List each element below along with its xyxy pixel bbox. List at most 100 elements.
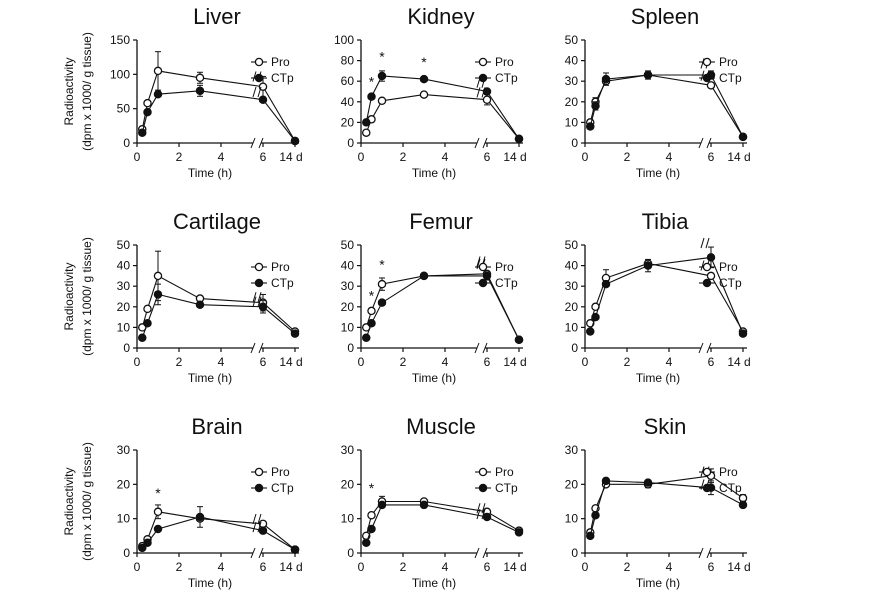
data-point-pro	[377, 279, 387, 289]
y-tick-label: 0	[123, 341, 130, 355]
series-line-pro	[141, 70, 296, 142]
y-tick-label: 40	[341, 259, 355, 273]
panel-title: Liver	[193, 4, 241, 29]
panel-title: Spleen	[631, 4, 700, 29]
series-break-mark	[252, 513, 262, 525]
legend-marker-pro	[254, 262, 264, 272]
x-tick-label: 14 d	[727, 150, 750, 164]
y-tick-label: 40	[565, 259, 579, 273]
data-point-ctp	[377, 500, 387, 510]
x-tick-label: 4	[442, 355, 449, 369]
data-point-ctp	[591, 101, 600, 111]
x-axis-label: Time (h)	[188, 371, 232, 385]
x-tick-label: 6	[708, 355, 715, 369]
x-tick-label: 14 d	[279, 560, 302, 574]
x-axis-label: Time (h)	[636, 166, 680, 180]
significance-star: *	[379, 257, 385, 273]
data-point-ctp	[367, 319, 376, 328]
x-tick-label: 2	[400, 560, 407, 574]
data-point-ctp	[137, 333, 147, 342]
data-point-pro	[153, 271, 163, 281]
legend-label-pro: Pro	[271, 465, 290, 479]
x-tick-label: 2	[400, 355, 407, 369]
x-tick-label: 14 d	[503, 560, 526, 574]
x-tick-label: 14 d	[279, 150, 302, 164]
legend-label-pro: Pro	[271, 260, 290, 274]
panel-femur: Femur 0 10 20 30 40 50 0 2 4 6 14 d Time (h) ** Pro CTp	[341, 209, 527, 385]
data-point-ctp	[586, 327, 595, 336]
series-line-ctp	[365, 75, 520, 140]
series-break-mark	[476, 508, 486, 520]
series-break-mark	[252, 296, 262, 307]
x-tick-label: 14 d	[727, 355, 750, 369]
x-axis-label: Time (h)	[412, 371, 456, 385]
data-point-ctp	[361, 538, 371, 547]
data-point-ctp	[514, 528, 524, 537]
panel-skin: Skin 0 10 20 30 0 2 4 6 14 d Time (h) Pro CTp	[565, 414, 751, 590]
x-tick-label: 6	[708, 560, 715, 574]
x-tick-label: 6	[484, 560, 491, 574]
data-point-ctp	[482, 271, 492, 281]
y-axis-label-line1: Radioactivity	[62, 467, 76, 535]
x-tick-label: 4	[218, 355, 225, 369]
legend-label-pro: Pro	[719, 465, 738, 479]
data-point-ctp	[738, 500, 748, 510]
x-axis-label: Time (h)	[188, 576, 232, 590]
data-point-ctp	[195, 300, 205, 309]
panel-title: Skin	[644, 414, 687, 439]
x-tick-label: 0	[358, 560, 365, 574]
legend-marker-ctp	[702, 73, 712, 83]
y-tick-label: 80	[341, 54, 355, 68]
legend-marker-pro	[254, 57, 264, 67]
y-tick-label: 50	[565, 33, 579, 47]
y-tick-label: 60	[341, 74, 355, 88]
axis-break-mark	[698, 342, 712, 354]
data-point-ctp	[601, 74, 611, 84]
x-tick-label: 4	[442, 150, 449, 164]
data-point-ctp	[514, 335, 524, 345]
y-tick-label: 50	[117, 238, 131, 252]
x-tick-label: 0	[582, 150, 589, 164]
data-point-pro	[482, 95, 492, 104]
y-tick-label: 10	[565, 512, 579, 526]
y-axis-label-line2: (dpm x 1000/ g tissue)	[80, 237, 94, 356]
axis-break-mark	[250, 547, 264, 559]
data-point-ctp	[153, 524, 163, 534]
x-tick-label: 2	[624, 560, 631, 574]
data-point-ctp	[377, 298, 387, 307]
series-break-mark	[252, 86, 262, 98]
data-point-pro	[143, 304, 152, 314]
x-tick-label: 0	[134, 560, 141, 574]
y-tick-label: 0	[347, 136, 354, 150]
axis-break-mark	[250, 137, 264, 149]
y-tick-label: 0	[347, 546, 354, 560]
significance-star: *	[369, 480, 375, 496]
x-axis-label: Time (h)	[636, 576, 680, 590]
data-point-ctp	[367, 524, 376, 534]
y-tick-label: 20	[341, 115, 355, 129]
legend-marker-ctp	[478, 278, 488, 288]
x-tick-label: 6	[260, 150, 267, 164]
legend-label-pro: Pro	[495, 55, 514, 69]
data-point-ctp	[143, 107, 152, 117]
data-point-ctp	[137, 128, 147, 137]
y-tick-label: 0	[347, 341, 354, 355]
x-tick-label: 4	[666, 355, 673, 369]
legend-label-ctp: CTp	[495, 71, 518, 85]
legend-marker-ctp	[254, 73, 264, 83]
data-point-ctp	[643, 478, 653, 487]
series-break-mark	[252, 521, 262, 533]
data-point-ctp	[137, 543, 147, 553]
y-tick-label: 20	[565, 95, 579, 109]
data-point-pro	[367, 306, 376, 316]
x-tick-label: 2	[176, 355, 183, 369]
y-tick-label: 10	[341, 320, 355, 334]
x-tick-label: 4	[666, 150, 673, 164]
data-point-ctp	[258, 302, 268, 312]
panel-title: Muscle	[406, 414, 476, 439]
y-tick-label: 30	[341, 279, 355, 293]
data-point-ctp	[586, 531, 595, 541]
data-point-ctp	[153, 89, 163, 99]
